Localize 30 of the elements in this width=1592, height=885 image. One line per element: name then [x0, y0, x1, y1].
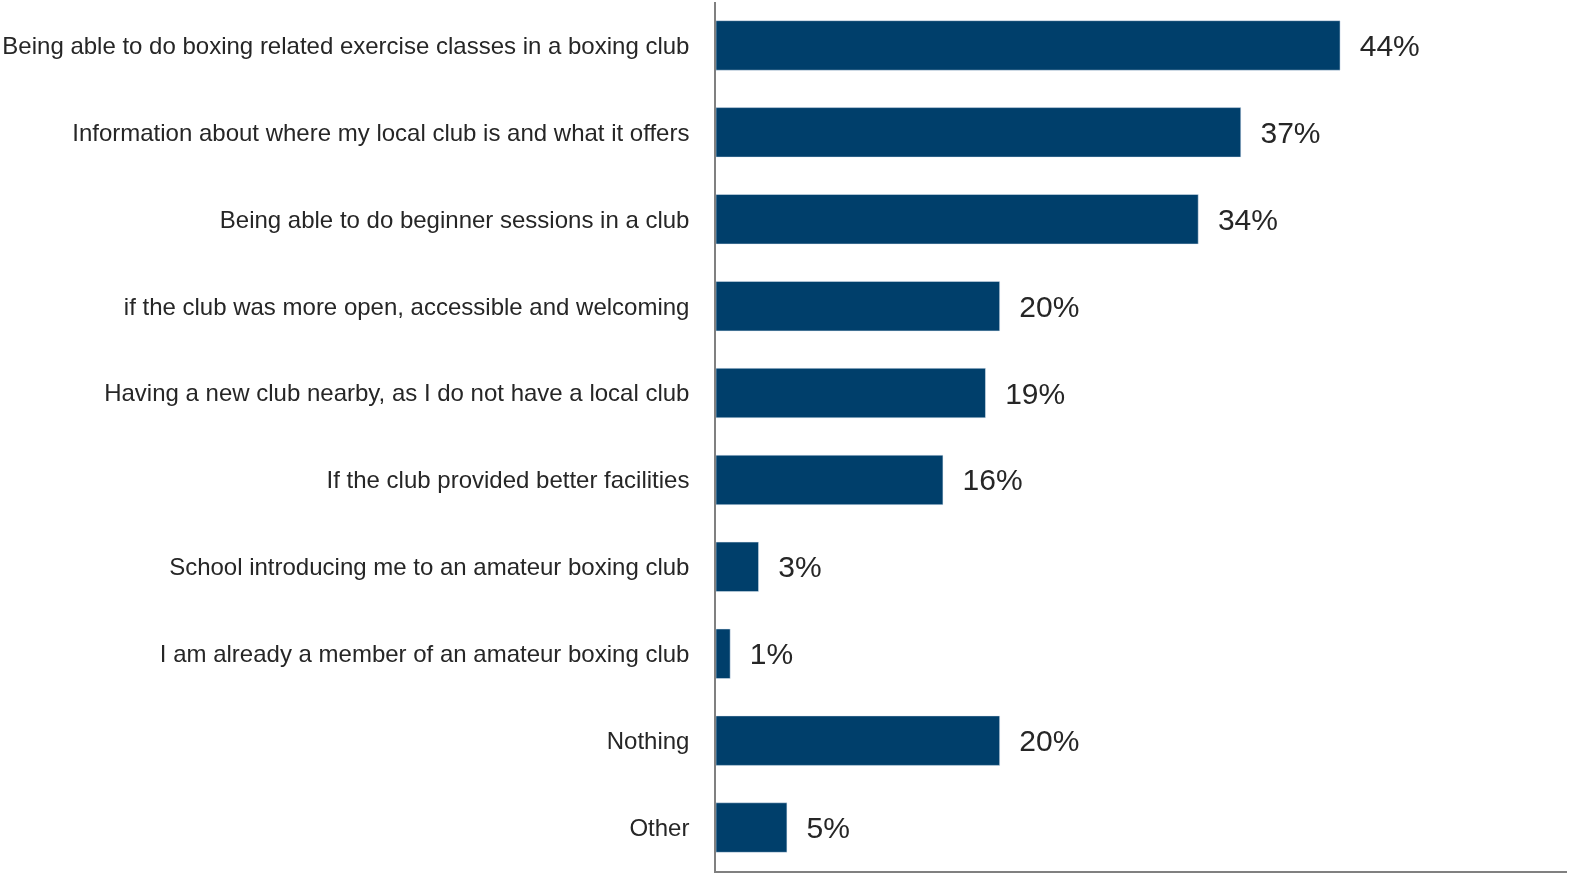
bar: [716, 715, 1000, 766]
y-tick-label: School introducing me to an amateur boxing club: [169, 553, 690, 581]
bar: [716, 628, 731, 679]
bar: [716, 541, 759, 592]
bar: [716, 368, 986, 419]
bar: [716, 194, 1199, 245]
bar: [716, 20, 1341, 71]
bar: [716, 802, 788, 853]
y-tick-label: Information about where my local club is and what it offers: [72, 118, 690, 146]
bar: [716, 281, 1000, 332]
bar: [716, 107, 1242, 158]
y-tick-label: If the club provided better facilities: [326, 466, 690, 494]
data-label: 44%: [1343, 28, 1420, 62]
data-label: 16%: [945, 463, 1023, 497]
data-label: 34%: [1201, 202, 1278, 236]
y-tick-label: Being able to do boxing related exercise classes in a boxing club: [2, 31, 690, 59]
data-label: 3%: [761, 550, 822, 584]
data-label: 37%: [1243, 115, 1321, 149]
y-tick-label: I am already a member of an amateur boxing club: [159, 640, 690, 668]
bar: [716, 454, 944, 505]
y-tick-label: if the club was more open, accessible and welcoming: [123, 292, 690, 320]
data-label: 20%: [1002, 724, 1080, 758]
data-label: 5%: [789, 811, 850, 845]
data-label: 20%: [1002, 289, 1080, 323]
y-tick-label: Having a new club nearby, as I do not have a local club: [104, 379, 690, 407]
y-tick-label: Nothing: [606, 727, 690, 755]
y-tick-label: Being able to do beginner sessions in a club: [219, 205, 690, 233]
data-label: 1%: [733, 637, 794, 671]
y-tick-label: Other: [629, 813, 690, 841]
data-label: 19%: [988, 376, 1066, 410]
